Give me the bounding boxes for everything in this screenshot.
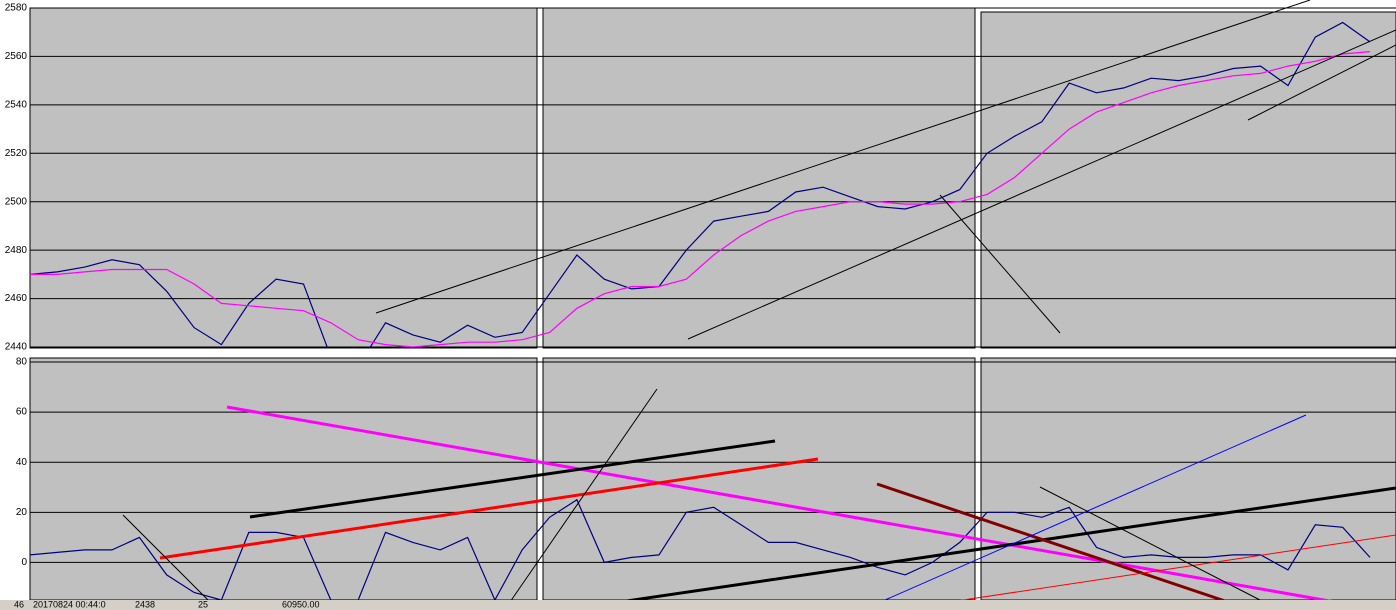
trend-lines bbox=[122, 0, 1396, 604]
y-tick-label: 2540 bbox=[5, 99, 28, 110]
plot-panel bbox=[980, 357, 1396, 601]
plot-panel bbox=[542, 7, 976, 349]
trend-line bbox=[1039, 486, 1261, 601]
status-cell: 46 bbox=[14, 599, 24, 609]
series-line bbox=[30, 21, 1371, 348]
trend-line bbox=[949, 534, 1396, 603]
y-tick-label: 60 bbox=[16, 407, 28, 418]
plot-panel bbox=[542, 357, 976, 601]
trend-line bbox=[226, 405, 1336, 604]
y-tick-label: 20 bbox=[16, 507, 28, 518]
series-line bbox=[30, 51, 1371, 348]
trend-line bbox=[687, 29, 1396, 340]
plot-panel bbox=[29, 7, 538, 349]
y-tick-label: 2500 bbox=[5, 196, 28, 207]
trend-line bbox=[876, 482, 1229, 604]
y-tick-label: 80 bbox=[16, 357, 28, 368]
status-cell: 60950.00 bbox=[282, 599, 320, 609]
trend-line bbox=[159, 457, 819, 560]
trend-line bbox=[122, 514, 211, 603]
status-cell: 20170824 00:44:0 bbox=[33, 599, 106, 609]
trend-line bbox=[1247, 44, 1396, 121]
y-tick-label: 2560 bbox=[5, 51, 28, 62]
status-cell: 2438 bbox=[135, 599, 155, 609]
status-background bbox=[0, 600, 1396, 610]
trend-line bbox=[249, 439, 776, 519]
plot-panel bbox=[980, 11, 1396, 349]
y-tick-label: 2440 bbox=[5, 342, 28, 353]
trend-line bbox=[375, 0, 1311, 314]
y-tick-label: 2520 bbox=[5, 148, 28, 159]
y-tick-label: 2460 bbox=[5, 293, 28, 304]
status-bar: 46 20170824 00:44:0 2438 25 60950.00 bbox=[0, 599, 1396, 610]
series-line bbox=[30, 498, 1371, 600]
trend-line bbox=[509, 388, 658, 603]
y-tick-label: 2480 bbox=[5, 245, 28, 256]
status-cell: 25 bbox=[198, 599, 208, 609]
trend-line bbox=[884, 414, 1307, 601]
y-tick-label: 40 bbox=[16, 457, 28, 468]
y-tick-label: 2580 bbox=[5, 3, 28, 14]
y-tick-label: 0 bbox=[21, 557, 27, 568]
trend-line bbox=[939, 194, 1061, 334]
plot-panel bbox=[29, 357, 538, 601]
trend-line bbox=[619, 486, 1396, 604]
